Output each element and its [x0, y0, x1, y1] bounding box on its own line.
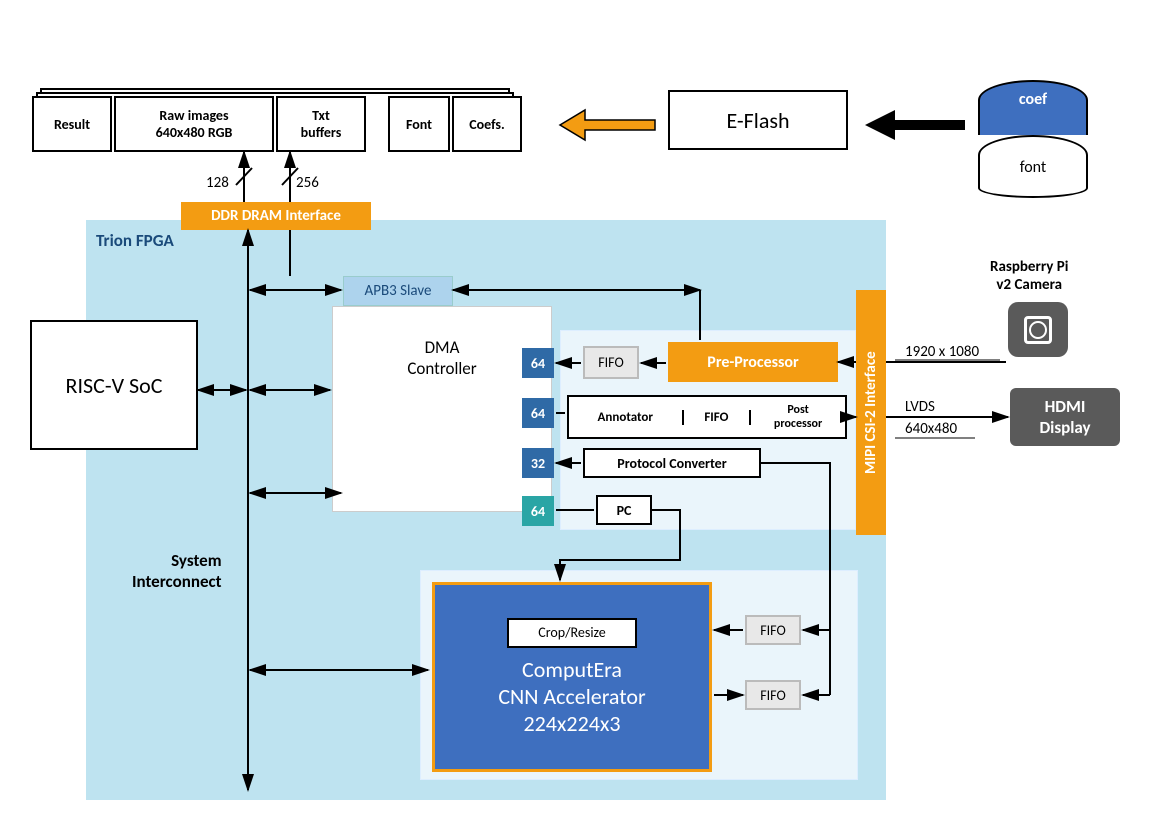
- res-1920-label: 1920 x 1080: [905, 343, 979, 361]
- eflash-box: E-Flash: [668, 90, 848, 150]
- fpga-label: Trion FPGA: [96, 230, 174, 251]
- dma-controller: DMA Controller: [332, 306, 552, 512]
- bus-256-label: 256: [296, 174, 319, 192]
- protocol-converter: Protocol Converter: [583, 448, 761, 478]
- pc-box: PC: [596, 495, 652, 525]
- camera-icon: [1008, 302, 1068, 357]
- fifo-2: FIFO: [684, 410, 752, 425]
- res-640-label: 640x480: [905, 420, 957, 438]
- width-64-1: 64: [522, 348, 554, 378]
- font-box: Font: [388, 96, 450, 152]
- cnn-accelerator: Crop/Resize ComputEra CNN Accelerator 22…: [432, 582, 712, 772]
- post-processor: Post processor: [751, 403, 845, 431]
- annotator: Annotator: [569, 410, 684, 425]
- ddr-interface: DDR DRAM Interface: [181, 202, 371, 230]
- coefs-box: Coefs.: [452, 96, 522, 152]
- crop-resize: Crop/Resize: [507, 618, 637, 648]
- riscv-soc: RISC-V SoC: [30, 320, 198, 450]
- width-64-2: 64: [522, 398, 554, 428]
- cyl-font: font: [1020, 158, 1047, 177]
- width-32: 32: [522, 448, 554, 478]
- mipi-interface: MIPI CSI-2 Interface: [856, 290, 886, 535]
- fifo-3: FIFO: [745, 615, 801, 645]
- txt-buffers-box: Txt buffers: [276, 96, 366, 152]
- storage-cylinder: coef font: [978, 80, 1088, 198]
- annotator-row: Annotator FIFO Post processor: [567, 395, 847, 439]
- fifo-1: FIFO: [583, 346, 639, 379]
- width-64-3: 64: [522, 496, 554, 526]
- system-interconnect-label: System Interconnect: [132, 550, 222, 592]
- hdmi-display: HDMI Display: [1010, 388, 1120, 446]
- pre-processor: Pre-Processor: [668, 342, 838, 382]
- fifo-4: FIFO: [745, 680, 801, 710]
- bus-128-label: 128: [206, 174, 229, 192]
- camera-label: Raspberry Pi v2 Camera: [990, 258, 1068, 294]
- apb3-slave-1: APB3 Slave: [343, 276, 453, 306]
- result-box: Result: [32, 96, 112, 152]
- lvds-label: LVDS: [905, 398, 935, 416]
- raw-images-box: Raw images 640x480 RGB: [114, 96, 274, 152]
